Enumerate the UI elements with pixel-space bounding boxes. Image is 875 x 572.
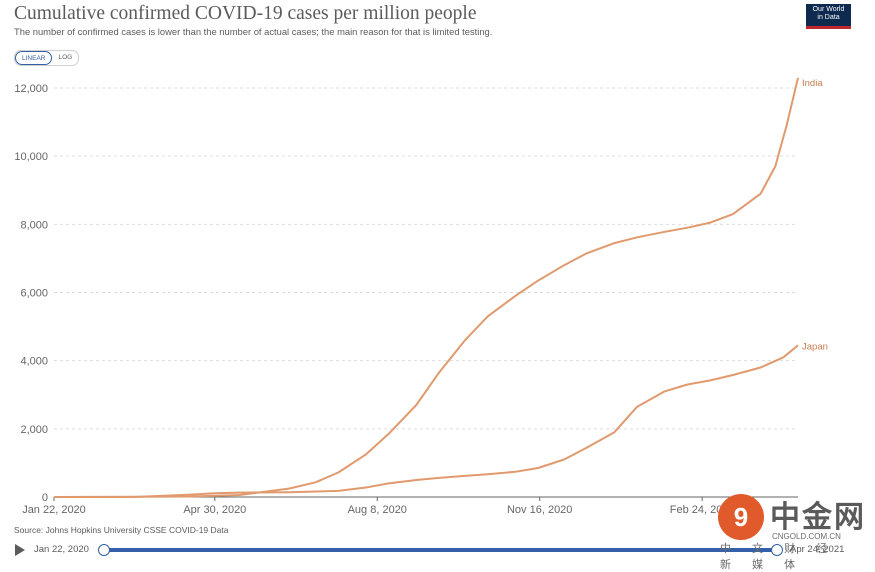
- scale-toggle: LINEAR LOG: [14, 50, 80, 66]
- timeline-start-handle[interactable]: [98, 544, 110, 556]
- play-icon[interactable]: [15, 544, 25, 556]
- cngold-watermark: 9 中金网 CNGOLD.COM.CN 中 文 财 经 新 媒 体: [718, 490, 868, 571]
- y-tick-label: 0: [42, 492, 48, 504]
- series-label-india: India: [802, 78, 823, 89]
- y-tick-label: 2,000: [20, 424, 48, 436]
- timeline-end-label: Apr 24, 2021: [790, 544, 845, 555]
- watermark-domain: CNGOLD.COM.CN: [772, 532, 841, 541]
- log-scale-button[interactable]: LOG: [58, 54, 73, 61]
- timeline-end-handle[interactable]: [771, 544, 783, 556]
- watermark-tagline: 中 文 财 经 新 媒 体: [720, 543, 837, 571]
- watermark-name: 中金网: [770, 501, 866, 534]
- linear-scale-button[interactable]: LINEAR: [15, 51, 53, 65]
- cngold-logo-icon: 9: [718, 494, 764, 540]
- series-line-india: [53, 77, 799, 498]
- timeline-track[interactable]: [104, 548, 777, 552]
- y-tick-label: 12,000: [14, 83, 48, 95]
- logo-line-1: Our World: [812, 6, 845, 13]
- y-tick-label: 4,000: [20, 356, 48, 368]
- x-tick-label: Nov 16, 2020: [507, 504, 572, 516]
- series-label-japan: Japan: [802, 341, 828, 352]
- y-tick-label: 10,000: [14, 151, 48, 163]
- series-line-japan: [53, 344, 799, 498]
- x-tick-label: Apr 30, 2020: [183, 504, 246, 516]
- owid-logo[interactable]: Our World in Data: [806, 4, 851, 29]
- y-tick-label: 6,000: [20, 288, 48, 300]
- x-tick-label: Aug 8, 2020: [348, 504, 407, 516]
- logo-line-2: in Data: [817, 14, 840, 21]
- source-note: Source: Johns Hopkins University CSSE CO…: [14, 525, 229, 535]
- x-tick-label: Jan 22, 2020: [22, 504, 86, 516]
- timeline-start-label: Jan 22, 2020: [34, 544, 89, 555]
- chart-subtitle: The number of confirmed cases is lower t…: [14, 26, 493, 37]
- chart-title: Cumulative confirmed COVID-19 cases per …: [14, 3, 477, 24]
- timeline-slider: Jan 22, 2020 Apr 24, 2021: [0, 540, 875, 560]
- y-tick-label: 8,000: [20, 219, 48, 231]
